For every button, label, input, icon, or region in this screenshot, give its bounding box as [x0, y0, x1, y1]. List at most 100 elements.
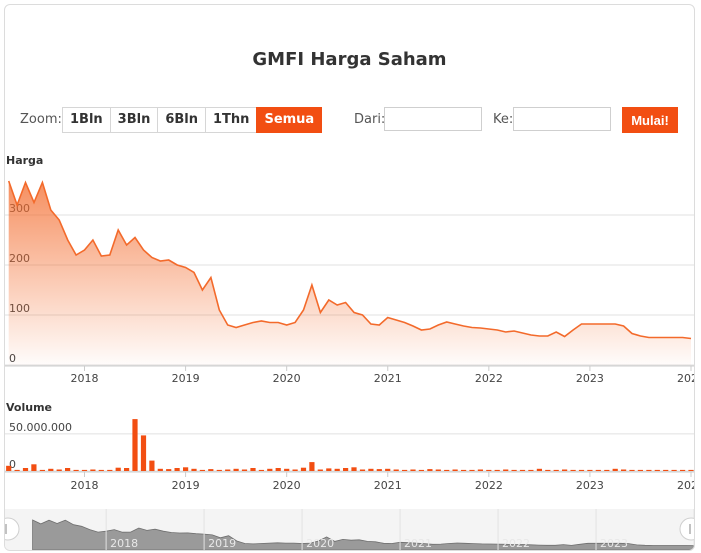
zoom-all-button[interactable]: Semua: [256, 107, 323, 133]
volume-bar: [343, 468, 349, 471]
price-axis-title: Harga: [6, 154, 43, 167]
volume-bar: [621, 469, 627, 471]
volume-bar: [427, 469, 433, 471]
chart-title: GMFI Harga Saham: [252, 49, 447, 70]
volume-bar: [444, 469, 450, 471]
volume-bar: [629, 469, 635, 471]
to-date-input[interactable]: [513, 107, 611, 131]
volume-bar: [519, 469, 526, 471]
volume-bar: [410, 469, 416, 471]
volume-bar: [48, 468, 54, 471]
volume-x-tick-label: 2024: [677, 479, 694, 492]
volume-bar: [208, 469, 214, 471]
from-label: Dari:: [354, 112, 386, 127]
volume-bar: [166, 469, 172, 471]
zoom-button-group: 1Bln 3Bln 6Bln 1Thn Semua: [62, 107, 323, 133]
volume-bar: [688, 469, 694, 471]
volume-bar: [545, 469, 551, 471]
volume-bar: [359, 469, 366, 471]
volume-x-tick-label: 2018: [70, 479, 98, 492]
volume-bar: [183, 467, 189, 471]
volume-bar: [562, 469, 568, 471]
from-date-input[interactable]: [384, 107, 482, 131]
volume-bar: [486, 469, 492, 471]
zoom-1-month-button[interactable]: 1Bln: [62, 107, 111, 133]
volume-bar: [637, 469, 643, 471]
volume-bar: [368, 468, 374, 471]
volume-x-tick-label: 2023: [576, 479, 604, 492]
volume-bar: [469, 469, 475, 471]
volume-y-tick-label: 0: [9, 458, 16, 471]
navigator-right-handle[interactable]: [679, 517, 694, 541]
to-label: Ke:: [493, 112, 514, 127]
volume-bar: [604, 469, 610, 471]
volume-bar: [292, 469, 298, 471]
price-x-ticks: 2018 2019 2020 2021 2022 2023 2024: [5, 365, 694, 385]
volume-y-tick-label: 50.000.000: [9, 421, 72, 434]
volume-bar: [22, 468, 29, 471]
volume-bar: [149, 460, 155, 471]
navigator-x-ticks: 2018201920202021202220232024: [105, 509, 694, 550]
volume-bar: [81, 469, 88, 471]
volume-bar: [275, 468, 281, 471]
volume-bar: [402, 469, 408, 471]
volume-bar: [174, 468, 180, 471]
chart-canvas[interactable]: Harga 0100200300 20182019202020212022202…: [5, 5, 694, 509]
volume-bar: [393, 469, 399, 471]
volume-bar: [536, 468, 542, 471]
volume-x-tick-label: 2021: [374, 479, 402, 492]
volume-bar: [90, 469, 96, 471]
volume-bar: [351, 467, 357, 471]
navigator-x-tick-label: 2023: [600, 537, 628, 550]
volume-bar: [31, 464, 37, 471]
chart-card: GMFI Harga Saham Zoom: 1Bln 3Bln 6Bln 1T…: [4, 4, 695, 551]
volume-bar: [309, 462, 315, 471]
price-x-tick-label: 2022: [475, 372, 503, 385]
navigator-series: [32, 519, 694, 550]
navigator-left-handle[interactable]: [5, 517, 20, 541]
volume-x-tick-label: 2022: [475, 479, 503, 492]
volume-bar: [107, 469, 113, 471]
volume-bar: [73, 469, 79, 471]
zoom-6-month-button[interactable]: 6Bln: [157, 107, 207, 133]
volume-bar: [452, 469, 458, 471]
volume-bar: [241, 469, 248, 471]
volume-bar: [570, 469, 576, 471]
go-button[interactable]: Mulai!: [622, 107, 678, 133]
volume-bar: [157, 468, 163, 471]
price-line: [7, 180, 692, 340]
volume-bar: [385, 468, 391, 471]
navigator[interactable]: 2018201920202021202220232024: [5, 509, 694, 550]
volume-bar: [132, 419, 138, 471]
navigator-x-tick-label: 2022: [502, 537, 530, 550]
volume-bar: [494, 469, 500, 471]
volume-bar: [477, 469, 483, 471]
navigator-x-tick-label: 2018: [110, 537, 138, 550]
volume-bar: [115, 467, 121, 471]
price-x-tick-label: 2019: [172, 372, 200, 385]
zoom-label: Zoom:: [20, 112, 62, 127]
volume-bar: [326, 468, 332, 471]
volume-bar: [56, 469, 62, 471]
volume-bars: [6, 419, 694, 471]
volume-bar: [258, 469, 264, 471]
zoom-1-year-button[interactable]: 1Thn: [205, 107, 258, 133]
volume-bar: [284, 468, 290, 471]
volume-bar: [663, 469, 669, 471]
price-x-tick-label: 2024: [677, 372, 694, 385]
volume-bar: [612, 468, 618, 471]
volume-bar: [14, 469, 20, 471]
volume-bar: [250, 468, 256, 471]
volume-bar: [191, 468, 197, 471]
volume-bar: [646, 469, 652, 471]
volume-bar: [503, 469, 509, 471]
volume-bar: [553, 469, 559, 471]
volume-bar: [334, 468, 340, 471]
volume-bar: [39, 469, 45, 471]
volume-x-tick-label: 2020: [273, 479, 301, 492]
volume-bar: [587, 469, 593, 471]
volume-bar: [65, 468, 71, 471]
navigator-x-tick-label: 2021: [404, 537, 432, 550]
volume-bar: [461, 469, 467, 471]
price-area: [8, 181, 691, 365]
